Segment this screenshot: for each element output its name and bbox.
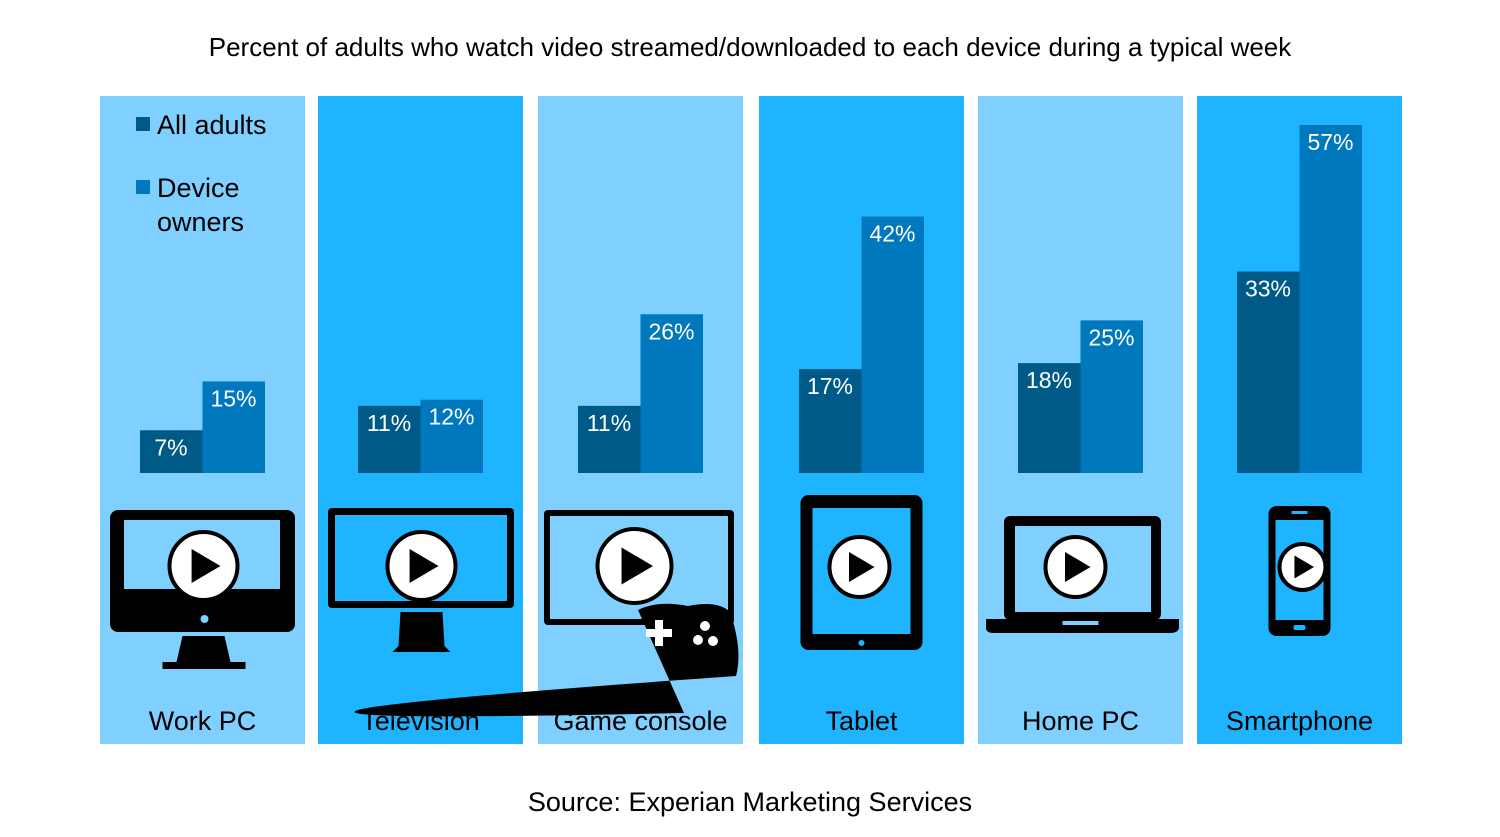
- play-triangle: [191, 549, 221, 583]
- play-triangle: [1065, 552, 1091, 582]
- tablet-icon: [800, 495, 923, 650]
- data-label: 33%: [1245, 276, 1291, 302]
- bar-device-owners: [640, 314, 703, 473]
- data-label: 57%: [1307, 129, 1353, 155]
- data-label: 11%: [367, 410, 411, 436]
- legend-swatch-device-owners: [136, 180, 150, 194]
- bar-device-owners: [1080, 320, 1143, 473]
- bar-all-adults: [140, 430, 203, 473]
- bar-device-owners: [420, 399, 483, 473]
- bar-all-adults: [578, 405, 641, 473]
- legend: All adults Device owners: [136, 110, 267, 237]
- category-label: Game console: [553, 706, 727, 736]
- television-icon: [328, 508, 514, 652]
- smartphone-icon: [1268, 506, 1331, 636]
- play-triangle: [409, 549, 439, 583]
- category-label: Home PC: [1022, 706, 1139, 736]
- data-label: 11%: [587, 410, 631, 436]
- bar-device-owners: [861, 216, 924, 473]
- bar-all-adults: [1018, 363, 1081, 473]
- category-label: Smartphone: [1226, 706, 1373, 736]
- game-console-icon: [354, 510, 739, 717]
- category-label: Work PC: [149, 706, 257, 736]
- bar-all-adults: [358, 405, 421, 473]
- desktop-monitor-icon: [110, 510, 295, 669]
- bar-device-owners: [202, 381, 265, 473]
- legend-swatch-all-adults: [136, 117, 150, 131]
- data-label: 25%: [1088, 324, 1134, 350]
- category-label: Tablet: [825, 706, 898, 736]
- chart-title: Percent of adults who watch video stream…: [208, 32, 1292, 62]
- data-label: 15%: [210, 385, 256, 411]
- data-label: 17%: [807, 373, 853, 399]
- bar-all-adults: [1237, 271, 1300, 473]
- play-triangle: [1294, 555, 1314, 579]
- gamepad: [354, 603, 739, 717]
- bar-all-adults: [799, 369, 862, 473]
- bar-device-owners: [1299, 125, 1362, 473]
- play-triangle: [849, 552, 875, 582]
- data-label: 42%: [869, 221, 915, 247]
- legend-label-device-owners: Device owners: [157, 173, 244, 237]
- chart-source: Source: Experian Marketing Services: [527, 787, 973, 817]
- legend-label-all-adults: All adults: [157, 110, 267, 140]
- data-label: 26%: [648, 318, 694, 344]
- play-triangle: [621, 547, 653, 585]
- data-label: 18%: [1026, 367, 1072, 393]
- data-label: 12%: [428, 404, 474, 430]
- data-label: 7%: [154, 434, 187, 460]
- laptop-icon: [986, 516, 1179, 633]
